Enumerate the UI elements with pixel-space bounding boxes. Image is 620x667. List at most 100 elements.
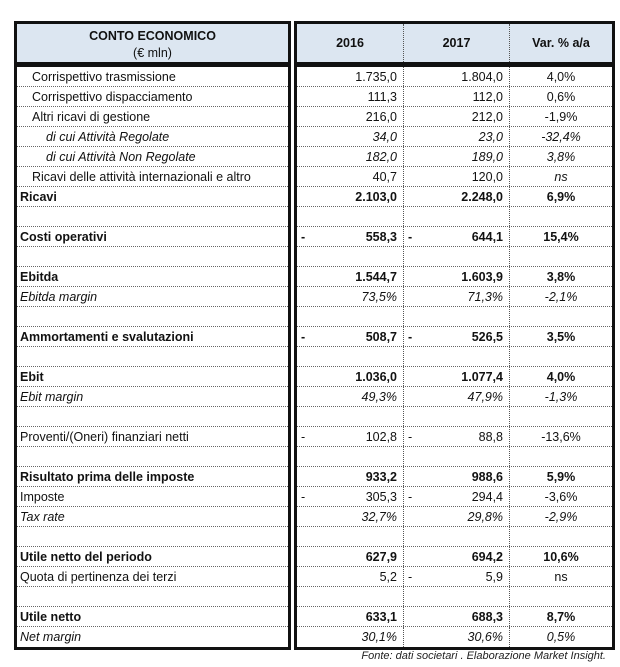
value-2016 xyxy=(297,307,404,326)
blank-row xyxy=(17,447,288,467)
cell-text: ns xyxy=(554,570,568,584)
cell-text: 212,0 xyxy=(471,110,503,124)
value-2016: 633,1 xyxy=(297,607,404,626)
cell-text: 111,3 xyxy=(367,90,397,104)
value-2017 xyxy=(404,587,510,606)
value-2016 xyxy=(297,247,404,266)
row-label: Imposte xyxy=(17,487,288,507)
value-2016: 5,2 xyxy=(297,567,404,586)
value-var: 5,9% xyxy=(510,467,612,486)
value-2017 xyxy=(404,527,510,546)
cell-text: 29,8% xyxy=(467,510,503,524)
row-label: Ebitda xyxy=(17,267,288,287)
table-row: 30,1% 30,6% 0,5% xyxy=(297,627,612,647)
value-var: 6,9% xyxy=(510,187,612,206)
cell-text: 10,6% xyxy=(543,550,579,564)
value-2016 xyxy=(297,347,404,366)
blank-row xyxy=(17,587,288,607)
cell-text: 3,8% xyxy=(546,270,576,284)
cell-text: 216,0 xyxy=(365,110,397,124)
cell-text: -13,6% xyxy=(541,430,581,444)
table-row: -102,8-88,8 -13,6% xyxy=(297,427,612,447)
cell-text: 5,9% xyxy=(546,470,576,484)
value-var: 3,8% xyxy=(510,267,612,286)
row-label: Net margin xyxy=(20,630,82,644)
table-row xyxy=(297,307,612,327)
column-header-2017: 2017 xyxy=(404,24,510,62)
value-2016: 182,0 xyxy=(297,147,404,166)
value-var: -1,9% xyxy=(510,107,612,126)
cell-text: 694,2 xyxy=(471,550,503,564)
cell-text: 1.603,9 xyxy=(461,270,503,284)
value-var: -3,6% xyxy=(510,487,612,506)
cell-text: 933,2 xyxy=(365,470,397,484)
table-row: 1.735,0 1.804,0 4,0% xyxy=(297,67,612,87)
header-columns: 2016 2017 Var. % a/a xyxy=(294,21,615,65)
table-row xyxy=(297,347,612,367)
value-var: ns xyxy=(510,567,612,586)
table-row xyxy=(297,207,612,227)
value-2016: 73,5% xyxy=(297,287,404,306)
cell-text: 23,0 xyxy=(478,130,503,144)
value-2017 xyxy=(404,347,510,366)
cell-text: 688,3 xyxy=(471,610,503,624)
value-2017 xyxy=(404,447,510,466)
blank-row xyxy=(17,347,288,367)
table-unit: (€ mln) xyxy=(133,46,172,60)
cell-text: -1,3% xyxy=(544,390,578,404)
value-2016: 34,0 xyxy=(297,127,404,146)
negative-sign: - xyxy=(408,430,413,444)
table-row: 1.544,7 1.603,9 3,8% xyxy=(297,267,612,287)
value-var xyxy=(510,407,612,426)
value-2017: 694,2 xyxy=(404,547,510,566)
value-var: -32,4% xyxy=(510,127,612,146)
row-label: Ebitda margin xyxy=(17,287,288,307)
cell-text: 73,5% xyxy=(361,290,397,304)
cell-text: 294,4 xyxy=(471,490,503,504)
value-2016: 30,1% xyxy=(297,627,404,647)
table-row: 182,0 189,0 3,8% xyxy=(297,147,612,167)
negative-sign: - xyxy=(408,330,413,344)
value-var xyxy=(510,527,612,546)
row-label: Utile netto xyxy=(17,607,288,627)
row-label: Corrispettivo trasmissione xyxy=(17,67,288,87)
value-2017: 47,9% xyxy=(404,387,510,406)
value-2017: 1.077,4 xyxy=(404,367,510,386)
row-label: Proventi/(Oneri) finanziari netti xyxy=(17,427,288,447)
negative-sign: - xyxy=(408,570,413,584)
row-values: 1.735,0 1.804,0 4,0% 111,3 112,0 0,6% 216,0 212… xyxy=(294,64,615,650)
cell-text: 120,0 xyxy=(471,170,503,184)
table-row: 49,3% 47,9% -1,3% xyxy=(297,387,612,407)
blank-row xyxy=(17,527,288,547)
cell-text: -2,9% xyxy=(544,510,578,524)
cell-text: 189,0 xyxy=(471,150,503,164)
value-2017 xyxy=(404,207,510,226)
blank-row xyxy=(17,207,288,227)
value-var: 8,7% xyxy=(510,607,612,626)
cell-text: 102,8 xyxy=(365,430,397,444)
negative-sign: - xyxy=(408,490,413,504)
table-row: 5,2- 5,9 ns xyxy=(297,567,612,587)
value-var xyxy=(510,587,612,606)
cell-text: 47,9% xyxy=(467,390,503,404)
cell-text: 558,3 xyxy=(365,230,397,244)
value-2017: 23,0 xyxy=(404,127,510,146)
cell-text: 0,6% xyxy=(546,90,576,104)
table-row: 627,9 694,2 10,6% xyxy=(297,547,612,567)
value-2017: - 5,9 xyxy=(404,567,510,586)
value-2017: 120,0 xyxy=(404,167,510,186)
value-2017: - 644,1 xyxy=(404,227,510,246)
value-2016: 1.544,7 xyxy=(297,267,404,286)
value-2016 xyxy=(297,447,404,466)
negative-sign: - xyxy=(301,490,306,504)
table-row xyxy=(297,587,612,607)
row-label: Ammortamenti e svalutazioni xyxy=(17,327,288,347)
table-row: 2.103,0 2.248,0 6,9% xyxy=(297,187,612,207)
value-2017 xyxy=(404,407,510,426)
cell-text: 0,5% xyxy=(546,630,576,644)
value-2016: 216,0 xyxy=(297,107,404,126)
value-2017: 2.248,0 xyxy=(404,187,510,206)
value-2017: 30,6% xyxy=(404,627,510,647)
value-var: -13,6% xyxy=(510,427,612,446)
value-var: 3,8% xyxy=(510,147,612,166)
